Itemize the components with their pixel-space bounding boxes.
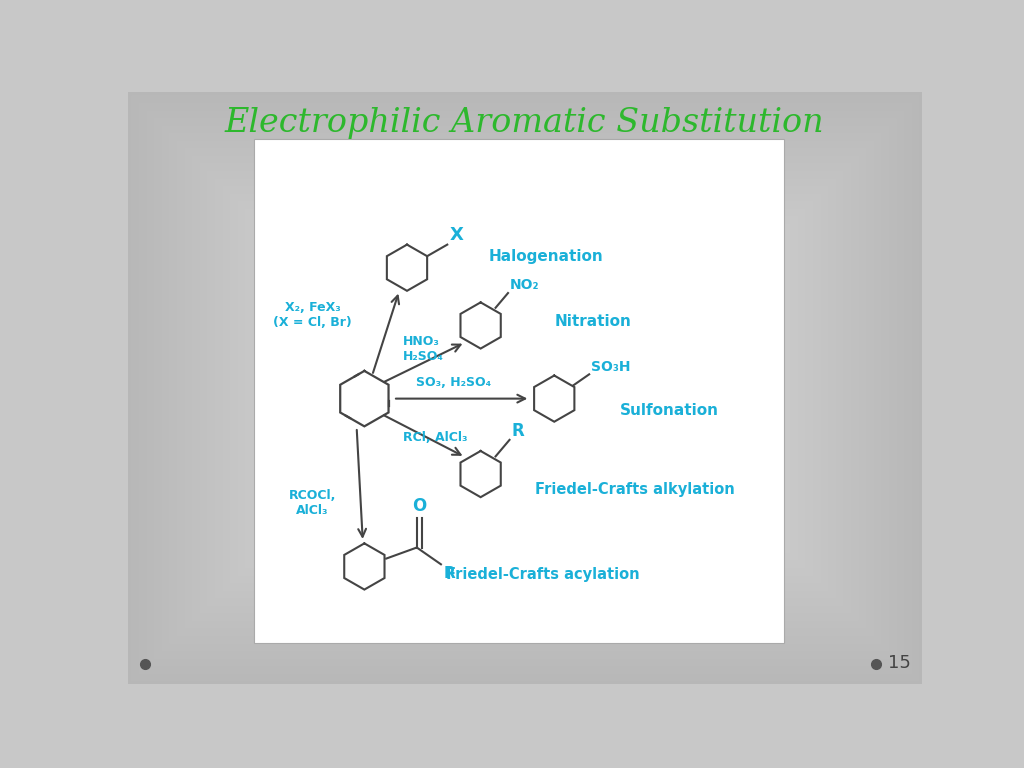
Text: Electrophilic Aromatic Substitution: Electrophilic Aromatic Substitution	[225, 107, 824, 139]
Text: Friedel-Crafts alkylation: Friedel-Crafts alkylation	[535, 482, 734, 497]
Text: Halogenation: Halogenation	[488, 249, 603, 263]
Text: O: O	[412, 497, 426, 515]
Text: Friedel-Crafts acylation: Friedel-Crafts acylation	[445, 567, 639, 581]
Text: SO₃H: SO₃H	[591, 360, 630, 374]
Text: SO₃, H₂SO₄: SO₃, H₂SO₄	[416, 376, 492, 389]
Text: Nitration: Nitration	[554, 314, 631, 329]
Text: 15: 15	[888, 654, 910, 673]
Text: RCOCl,
AlCl₃: RCOCl, AlCl₃	[289, 488, 336, 517]
Text: NO₂: NO₂	[510, 278, 539, 293]
Text: X: X	[450, 226, 464, 244]
Text: HNO₃
H₂SO₄: HNO₃ H₂SO₄	[403, 335, 444, 362]
Text: Sulfonation: Sulfonation	[621, 402, 719, 418]
Text: R: R	[511, 422, 524, 440]
Text: RCl, AlCl₃: RCl, AlCl₃	[403, 431, 468, 444]
Text: X₂, FeX₃
(X = Cl, Br): X₂, FeX₃ (X = Cl, Br)	[273, 302, 352, 329]
FancyBboxPatch shape	[254, 139, 784, 644]
Text: R: R	[444, 566, 456, 581]
